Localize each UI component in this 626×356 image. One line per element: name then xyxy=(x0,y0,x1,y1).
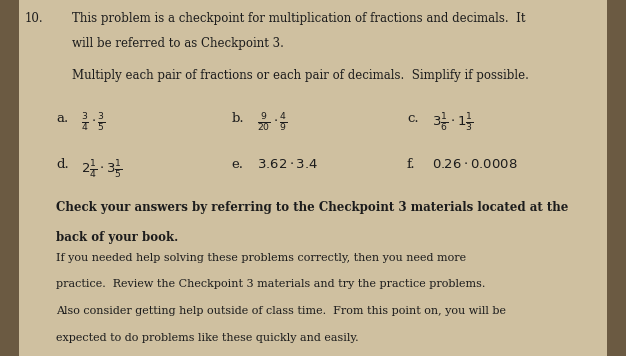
Text: expected to do problems like these quickly and easily.: expected to do problems like these quick… xyxy=(56,333,359,343)
Text: will be referred to as Checkpoint 3.: will be referred to as Checkpoint 3. xyxy=(72,37,284,51)
Text: back of your book.: back of your book. xyxy=(56,231,178,245)
Text: d.: d. xyxy=(56,158,69,172)
Text: practice.  Review the Checkpoint 3 materials and try the practice problems.: practice. Review the Checkpoint 3 materi… xyxy=(56,279,486,289)
Text: $\frac{3}{4}\cdot\frac{3}{5}$: $\frac{3}{4}\cdot\frac{3}{5}$ xyxy=(81,112,106,134)
Text: $3.62\cdot3.4$: $3.62\cdot3.4$ xyxy=(257,158,318,172)
Text: $2\frac{1}{4}\cdot3\frac{1}{5}$: $2\frac{1}{4}\cdot3\frac{1}{5}$ xyxy=(81,158,123,180)
Text: If you needed help solving these problems correctly, then you need more: If you needed help solving these problem… xyxy=(56,253,466,263)
Text: 10.: 10. xyxy=(25,12,44,26)
Text: f.: f. xyxy=(407,158,416,172)
Text: c.: c. xyxy=(407,112,419,125)
Text: Check your answers by referring to the Checkpoint 3 materials located at the: Check your answers by referring to the C… xyxy=(56,201,568,214)
Text: Also consider getting help outside of class time.  From this point on, you will : Also consider getting help outside of cl… xyxy=(56,306,506,316)
FancyBboxPatch shape xyxy=(19,0,607,356)
Text: a.: a. xyxy=(56,112,69,125)
Text: $0.26\cdot0.0008$: $0.26\cdot0.0008$ xyxy=(432,158,518,172)
Text: This problem is a checkpoint for multiplication of fractions and decimals.  It: This problem is a checkpoint for multipl… xyxy=(72,12,525,26)
Text: Multiply each pair of fractions or each pair of decimals.  Simplify if possible.: Multiply each pair of fractions or each … xyxy=(72,69,529,83)
Text: b.: b. xyxy=(232,112,244,125)
Text: $\frac{9}{20}\cdot\frac{4}{9}$: $\frac{9}{20}\cdot\frac{4}{9}$ xyxy=(257,112,287,134)
Text: $3\frac{1}{6}\cdot1\frac{1}{3}$: $3\frac{1}{6}\cdot1\frac{1}{3}$ xyxy=(432,112,474,134)
Text: e.: e. xyxy=(232,158,244,172)
